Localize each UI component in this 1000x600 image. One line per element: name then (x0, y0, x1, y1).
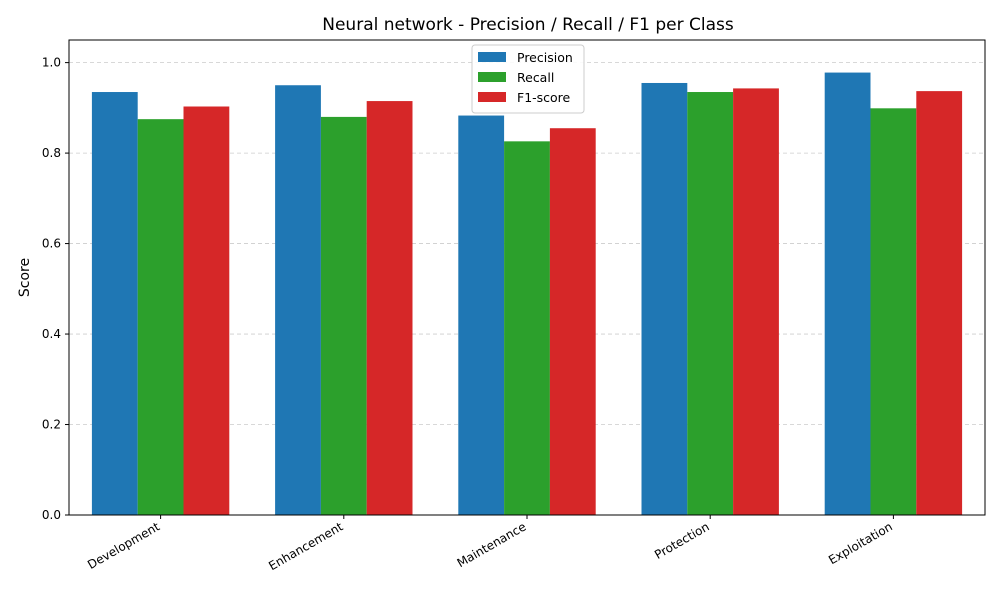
bar-f1-score-development (183, 106, 230, 515)
legend-swatch (478, 72, 506, 82)
x-tick-label: Protection (652, 519, 712, 561)
bar-precision-enhancement (275, 85, 321, 515)
x-tick-label: Exploitation (826, 519, 895, 567)
x-tick-label: Enhancement (266, 519, 345, 573)
bar-f1-score-enhancement (366, 101, 413, 516)
legend-swatch (478, 52, 506, 62)
bar-precision-protection (641, 82, 688, 515)
bar-precision-development (91, 92, 138, 516)
chart-title: Neural network - Precision / Recall / F1… (322, 15, 734, 35)
bar-f1-score-maintenance (549, 128, 596, 515)
bar-recall-exploitation (870, 108, 917, 516)
y-tick-label: 0.4 (42, 327, 61, 341)
y-tick-label: 0.2 (42, 418, 61, 432)
legend-label: Recall (517, 70, 554, 85)
legend: Precision Recall F1-score (471, 44, 585, 114)
y-tick-label: 0.6 (42, 237, 61, 251)
y-axis: 0.0 0.2 0.4 0.6 0.8 1.0 (42, 56, 69, 522)
bar-recall-protection (687, 92, 734, 516)
bar-recall-development (137, 119, 184, 516)
bar-f1-score-exploitation (916, 91, 963, 515)
legend-label: F1-score (517, 90, 571, 105)
bar-f1-score-protection (733, 88, 779, 516)
bar-recall-enhancement (320, 116, 367, 516)
x-axis: Development Enhancement Maintenance Protect… (85, 515, 895, 573)
bar-recall-maintenance (504, 141, 550, 516)
bars (91, 72, 963, 516)
x-tick-label: Maintenance (455, 519, 529, 570)
legend-swatch (478, 92, 506, 102)
x-tick-label: Development (85, 519, 162, 572)
bar-precision-exploitation (824, 72, 871, 516)
legend-label: Precision (517, 50, 573, 65)
y-axis-label: Score (17, 258, 33, 297)
y-tick-label: 1.0 (42, 56, 61, 70)
bar-precision-maintenance (458, 115, 505, 516)
y-tick-label: 0.0 (42, 508, 61, 522)
y-tick-label: 0.8 (42, 146, 61, 160)
